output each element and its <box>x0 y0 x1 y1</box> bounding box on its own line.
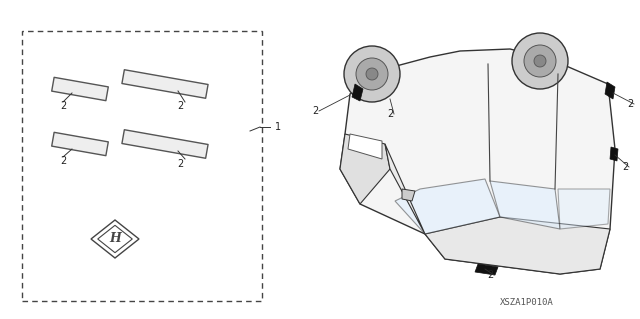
Circle shape <box>534 55 546 67</box>
Polygon shape <box>475 264 498 275</box>
Circle shape <box>524 45 556 77</box>
Text: 2: 2 <box>177 159 183 169</box>
Text: 2: 2 <box>60 101 66 111</box>
Text: 2: 2 <box>60 156 66 166</box>
Polygon shape <box>340 49 615 274</box>
Text: 2: 2 <box>177 101 183 111</box>
Polygon shape <box>425 217 610 274</box>
Circle shape <box>366 68 378 80</box>
Text: XSZA1P010A: XSZA1P010A <box>500 298 554 307</box>
Polygon shape <box>558 189 610 229</box>
Polygon shape <box>340 134 390 204</box>
Circle shape <box>356 58 388 90</box>
Text: 1: 1 <box>275 122 281 132</box>
Polygon shape <box>610 147 618 161</box>
Polygon shape <box>402 189 415 201</box>
Polygon shape <box>52 132 108 156</box>
Polygon shape <box>52 77 108 101</box>
Text: 2: 2 <box>487 270 493 280</box>
Polygon shape <box>122 130 208 158</box>
Polygon shape <box>385 144 425 234</box>
Polygon shape <box>122 70 208 98</box>
Text: 2: 2 <box>387 109 393 119</box>
Bar <box>22 31 262 301</box>
Polygon shape <box>605 82 615 99</box>
Polygon shape <box>490 181 560 229</box>
Polygon shape <box>352 84 363 101</box>
Polygon shape <box>348 134 382 159</box>
Polygon shape <box>395 179 500 234</box>
Circle shape <box>512 33 568 89</box>
Text: 2: 2 <box>312 106 318 116</box>
Text: 2: 2 <box>622 162 628 172</box>
Circle shape <box>344 46 400 102</box>
Text: H: H <box>109 233 121 246</box>
Text: 2: 2 <box>627 99 633 109</box>
